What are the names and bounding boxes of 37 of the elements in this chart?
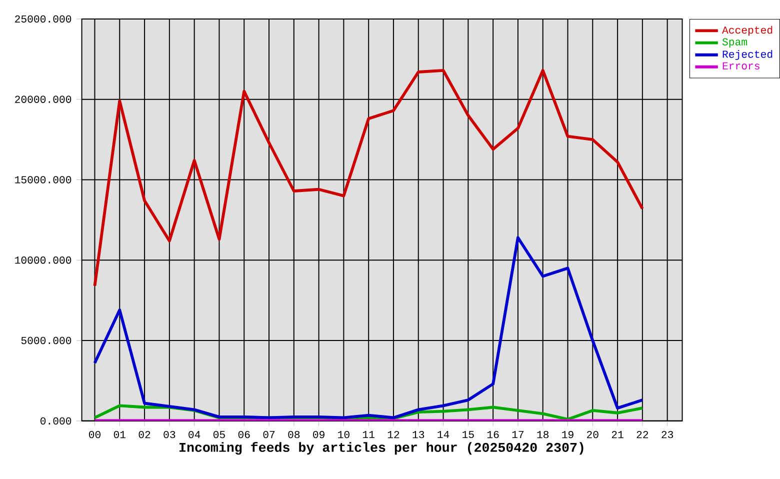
x-tick-label: 20 bbox=[587, 431, 598, 438]
x-tick-label: 10 bbox=[338, 431, 350, 438]
x-tick-label: 13 bbox=[412, 431, 424, 438]
x-tick-label: 08 bbox=[288, 431, 300, 438]
legend-label: Errors bbox=[722, 62, 760, 70]
legend-label: Accepted bbox=[722, 26, 772, 36]
x-tick-label: 00 bbox=[89, 431, 100, 438]
x-tick-label: 03 bbox=[164, 431, 176, 438]
x-tick-label: 23 bbox=[662, 431, 674, 438]
line-series bbox=[93, 236, 644, 420]
x-axis-title: Incoming feeds by articles per hour (20250420 2307) bbox=[180, 442, 584, 455]
x-tick-label: 18 bbox=[537, 431, 549, 438]
y-tick-label: 20000.000 bbox=[15, 96, 72, 104]
x-tick-label: 15 bbox=[462, 431, 474, 438]
x-tick-label: 17 bbox=[512, 431, 524, 438]
x-tick-label: 07 bbox=[263, 431, 275, 438]
legend-label: Spam bbox=[722, 38, 748, 48]
y-tick-label: 25000.000 bbox=[15, 15, 72, 23]
y-tick-label: 0.000 bbox=[40, 417, 72, 425]
x-tick-label: 02 bbox=[138, 431, 150, 438]
y-tick-label: 10000.000 bbox=[15, 256, 72, 264]
x-tick-label: 04 bbox=[188, 431, 200, 438]
x-tick-label: 11 bbox=[362, 431, 374, 438]
x-tick-label: 06 bbox=[238, 431, 250, 438]
x-tick-label: 22 bbox=[636, 431, 648, 438]
x-tick-label: 14 bbox=[438, 431, 450, 438]
line-series bbox=[93, 69, 644, 288]
x-tick-label: 09 bbox=[313, 431, 324, 438]
x-tick-label: 05 bbox=[213, 431, 225, 438]
x-tick-label: 19 bbox=[562, 431, 574, 438]
x-tick-label: 12 bbox=[388, 431, 400, 438]
x-tick-label: 01 bbox=[114, 431, 126, 438]
legend-label: Rejected bbox=[722, 50, 772, 60]
y-tick-label: 5000.000 bbox=[21, 337, 72, 344]
y-tick-label: 15000.000 bbox=[15, 176, 72, 184]
x-tick-label: 21 bbox=[612, 431, 624, 438]
x-tick-label: 16 bbox=[487, 431, 499, 438]
